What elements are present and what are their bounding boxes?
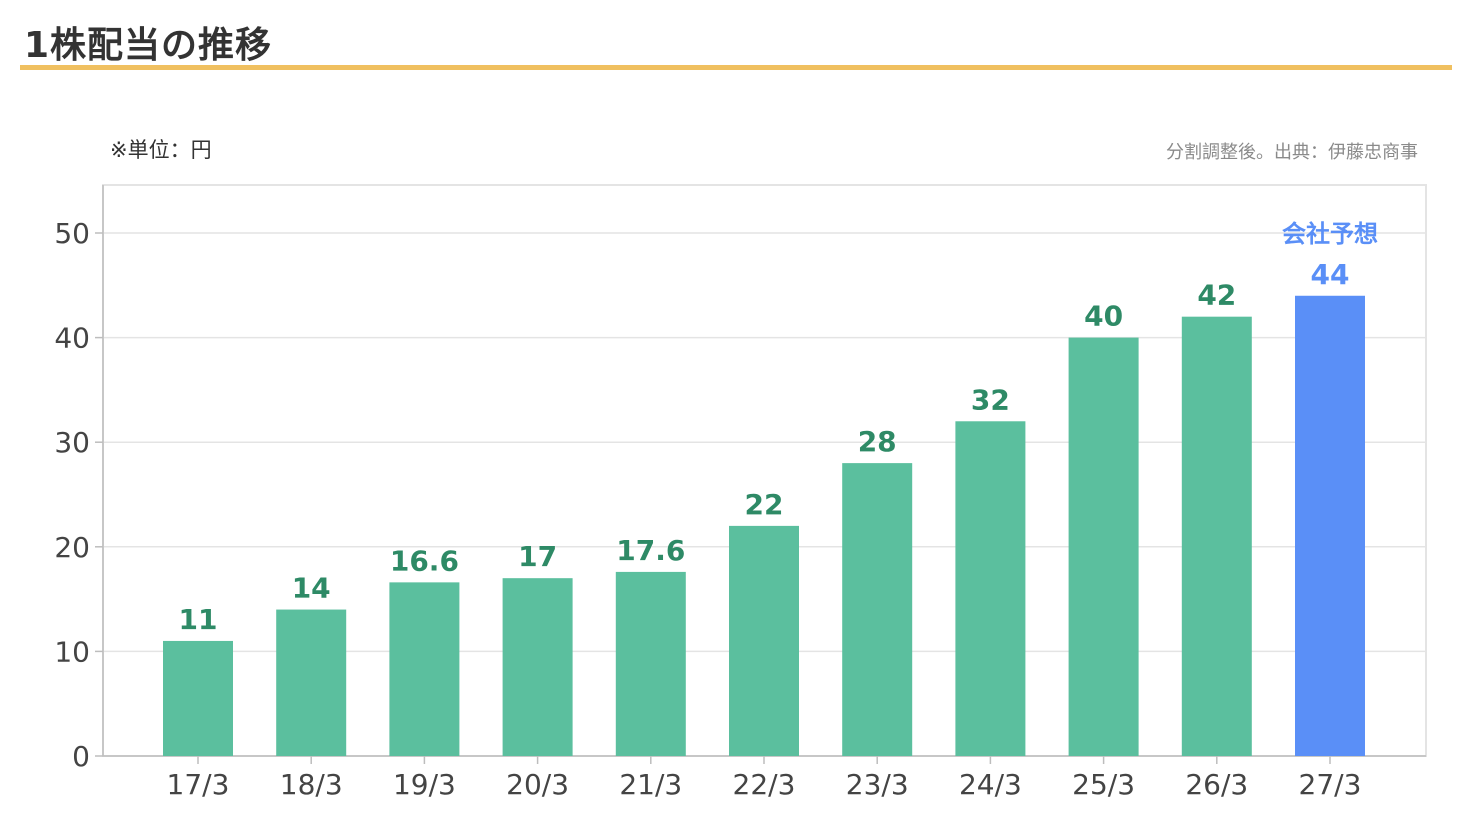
unit-note: ※単位：円 [110, 138, 212, 162]
y-tick-label: 50 [54, 217, 90, 250]
x-tick-label: 18/3 [280, 768, 343, 801]
bar [502, 578, 573, 756]
data-label: 16.6 [390, 544, 459, 577]
y-tick-label: 30 [54, 426, 90, 459]
bar [1068, 337, 1139, 756]
bar [615, 571, 686, 756]
data-label: 14 [292, 572, 331, 605]
y-tick-label: 40 [54, 322, 90, 355]
data-label: 42 [1197, 279, 1236, 312]
x-tick-label: 21/3 [619, 768, 682, 801]
data-label: 40 [1084, 300, 1123, 333]
data-label: 17 [518, 540, 557, 573]
data-label: 17.6 [616, 534, 685, 567]
x-tick-label: 22/3 [733, 768, 796, 801]
bar [389, 582, 460, 756]
bar [955, 421, 1026, 756]
x-tick-label: 26/3 [1185, 768, 1248, 801]
y-tick-label: 20 [54, 531, 90, 564]
data-label: 28 [858, 425, 897, 458]
chart-title: 1株配当の推移 [24, 25, 273, 66]
bar [276, 609, 347, 756]
bar [1181, 316, 1252, 756]
x-tick-label: 19/3 [393, 768, 456, 801]
data-label: 22 [745, 488, 784, 521]
source-note: 分割調整後。出典：伊藤忠商事 [1166, 142, 1418, 163]
x-tick-label: 23/3 [846, 768, 909, 801]
forecast-bar [1295, 295, 1365, 756]
x-tick-label: 20/3 [506, 768, 569, 801]
x-tick-label: 27/3 [1299, 768, 1362, 801]
y-tick-label: 10 [54, 635, 90, 668]
data-label: 32 [971, 383, 1010, 416]
forecast-annotation: 会社予想 [1282, 220, 1378, 248]
x-tick-label: 17/3 [167, 768, 230, 801]
title-underline [20, 65, 1452, 70]
data-label: 11 [179, 603, 218, 636]
bar [729, 525, 799, 756]
x-tick-label: 25/3 [1072, 768, 1135, 801]
data-label: 44 [1311, 258, 1350, 291]
y-tick-label: 0 [72, 740, 90, 773]
bar [842, 463, 913, 756]
bar [163, 640, 233, 756]
x-tick-label: 24/3 [959, 768, 1022, 801]
